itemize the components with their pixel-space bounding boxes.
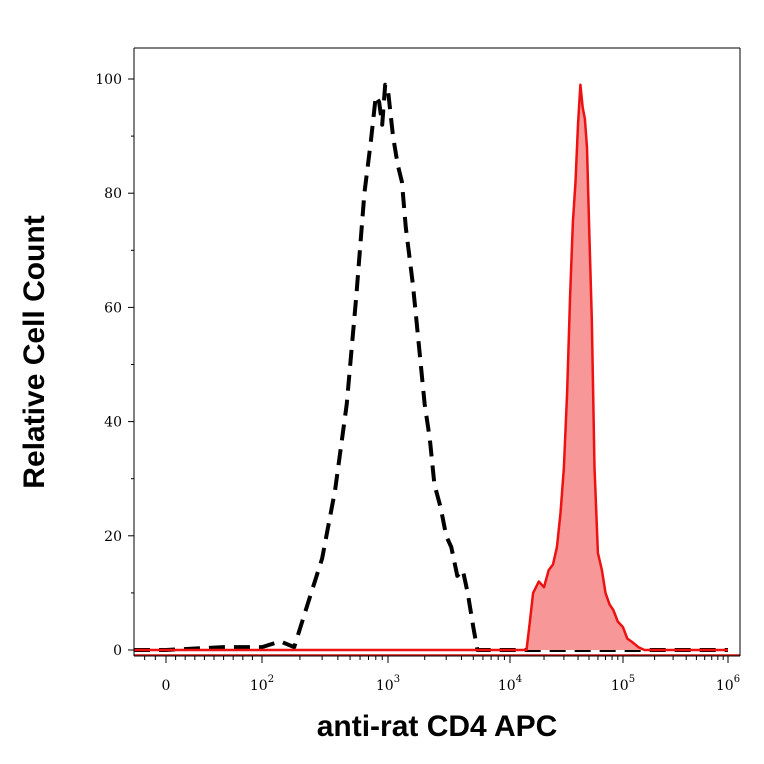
x-axis-title: anti-rat CD4 APC xyxy=(317,710,558,743)
ticks-layer: 0 20 40 60 80 100 0 102 103 104 105 106 xyxy=(95,72,740,694)
x-tick-label: 105 xyxy=(611,674,635,694)
y-tick-label: 0 xyxy=(113,643,122,659)
series-1-line xyxy=(134,83,728,652)
series-layer xyxy=(134,82,740,656)
x-tick-label: 104 xyxy=(498,674,522,694)
x-tick-label: 0 xyxy=(162,678,171,694)
series-0-line xyxy=(134,82,728,652)
series-1-area xyxy=(134,84,728,650)
x-tick-label: 103 xyxy=(376,674,400,694)
x-tick-label: 102 xyxy=(250,674,274,694)
y-tick-label: 40 xyxy=(104,415,122,431)
y-axis-title: Relative Cell Count xyxy=(18,215,51,488)
y-tick-label: 100 xyxy=(95,72,122,88)
x-tick-label: 106 xyxy=(716,674,740,694)
y-tick-label: 80 xyxy=(104,186,122,202)
y-tick-label: 20 xyxy=(104,529,122,545)
y-tick-label: 60 xyxy=(104,300,122,316)
axes-layer xyxy=(133,47,741,657)
